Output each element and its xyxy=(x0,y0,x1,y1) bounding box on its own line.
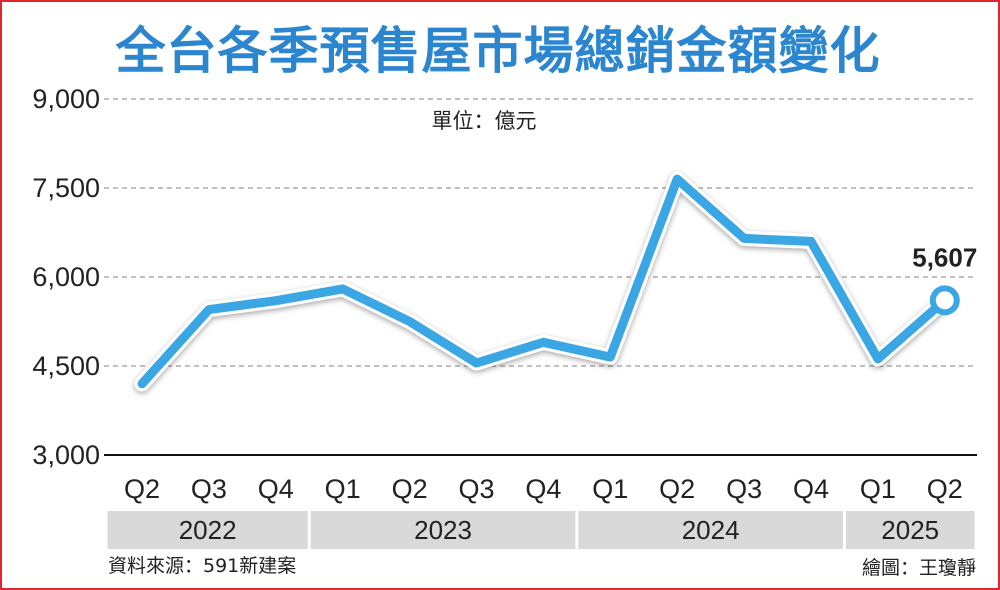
series-line-path xyxy=(137,174,950,389)
x-tick-label: Q3 xyxy=(726,474,762,504)
x-tick-label: Q4 xyxy=(258,474,294,504)
year-label: 2023 xyxy=(414,515,472,545)
y-axis-ticks: 9,000 7,500 6,000 4,500 3,000 xyxy=(32,84,100,470)
year-bands: 2022 2023 2024 2025 xyxy=(107,511,975,549)
series-line: 5,607 xyxy=(134,171,977,392)
series-line-outline xyxy=(134,171,953,392)
chart-title: 全台各季預售屋市場總銷金額變化 xyxy=(115,22,881,80)
gridlines xyxy=(104,98,977,367)
y-tick-label: 6,000 xyxy=(32,262,100,292)
credit-note: 繪圖：王瓊靜 xyxy=(862,557,976,579)
x-tick-label: Q4 xyxy=(525,474,561,504)
x-tick-label: Q1 xyxy=(325,474,361,504)
year-band xyxy=(845,511,975,549)
x-tick-label: Q3 xyxy=(191,474,227,504)
unit-label: 單位：億元 xyxy=(432,109,537,133)
x-tick-label: Q1 xyxy=(592,474,628,504)
y-tick-label: 7,500 xyxy=(32,173,100,203)
data-point-marker-center xyxy=(935,291,954,310)
data-label: 5,607 xyxy=(912,242,977,272)
x-tick-label: Q2 xyxy=(124,474,160,504)
x-tick-label: Q3 xyxy=(458,474,494,504)
x-tick-label: Q2 xyxy=(927,474,963,504)
year-band xyxy=(578,511,843,549)
x-tick-label: Q4 xyxy=(793,474,829,504)
y-tick-label: 9,000 xyxy=(32,84,100,114)
x-tick-label: Q1 xyxy=(860,474,896,504)
year-label: 2024 xyxy=(682,515,740,545)
x-tick-label: Q2 xyxy=(392,474,428,504)
year-label: 2025 xyxy=(881,515,939,545)
x-tick-label: Q2 xyxy=(659,474,695,504)
source-note: 資料來源：591新建案 xyxy=(108,555,296,577)
y-tick-label: 3,000 xyxy=(32,440,100,470)
y-tick-label: 4,500 xyxy=(32,351,100,381)
year-band xyxy=(310,511,576,549)
year-label: 2022 xyxy=(179,515,237,545)
x-axis-ticks: Q2 Q3 Q4 Q1 Q2 Q3 Q4 Q1 Q2 Q3 Q4 Q1 Q2 xyxy=(124,474,963,504)
year-band xyxy=(107,511,308,549)
